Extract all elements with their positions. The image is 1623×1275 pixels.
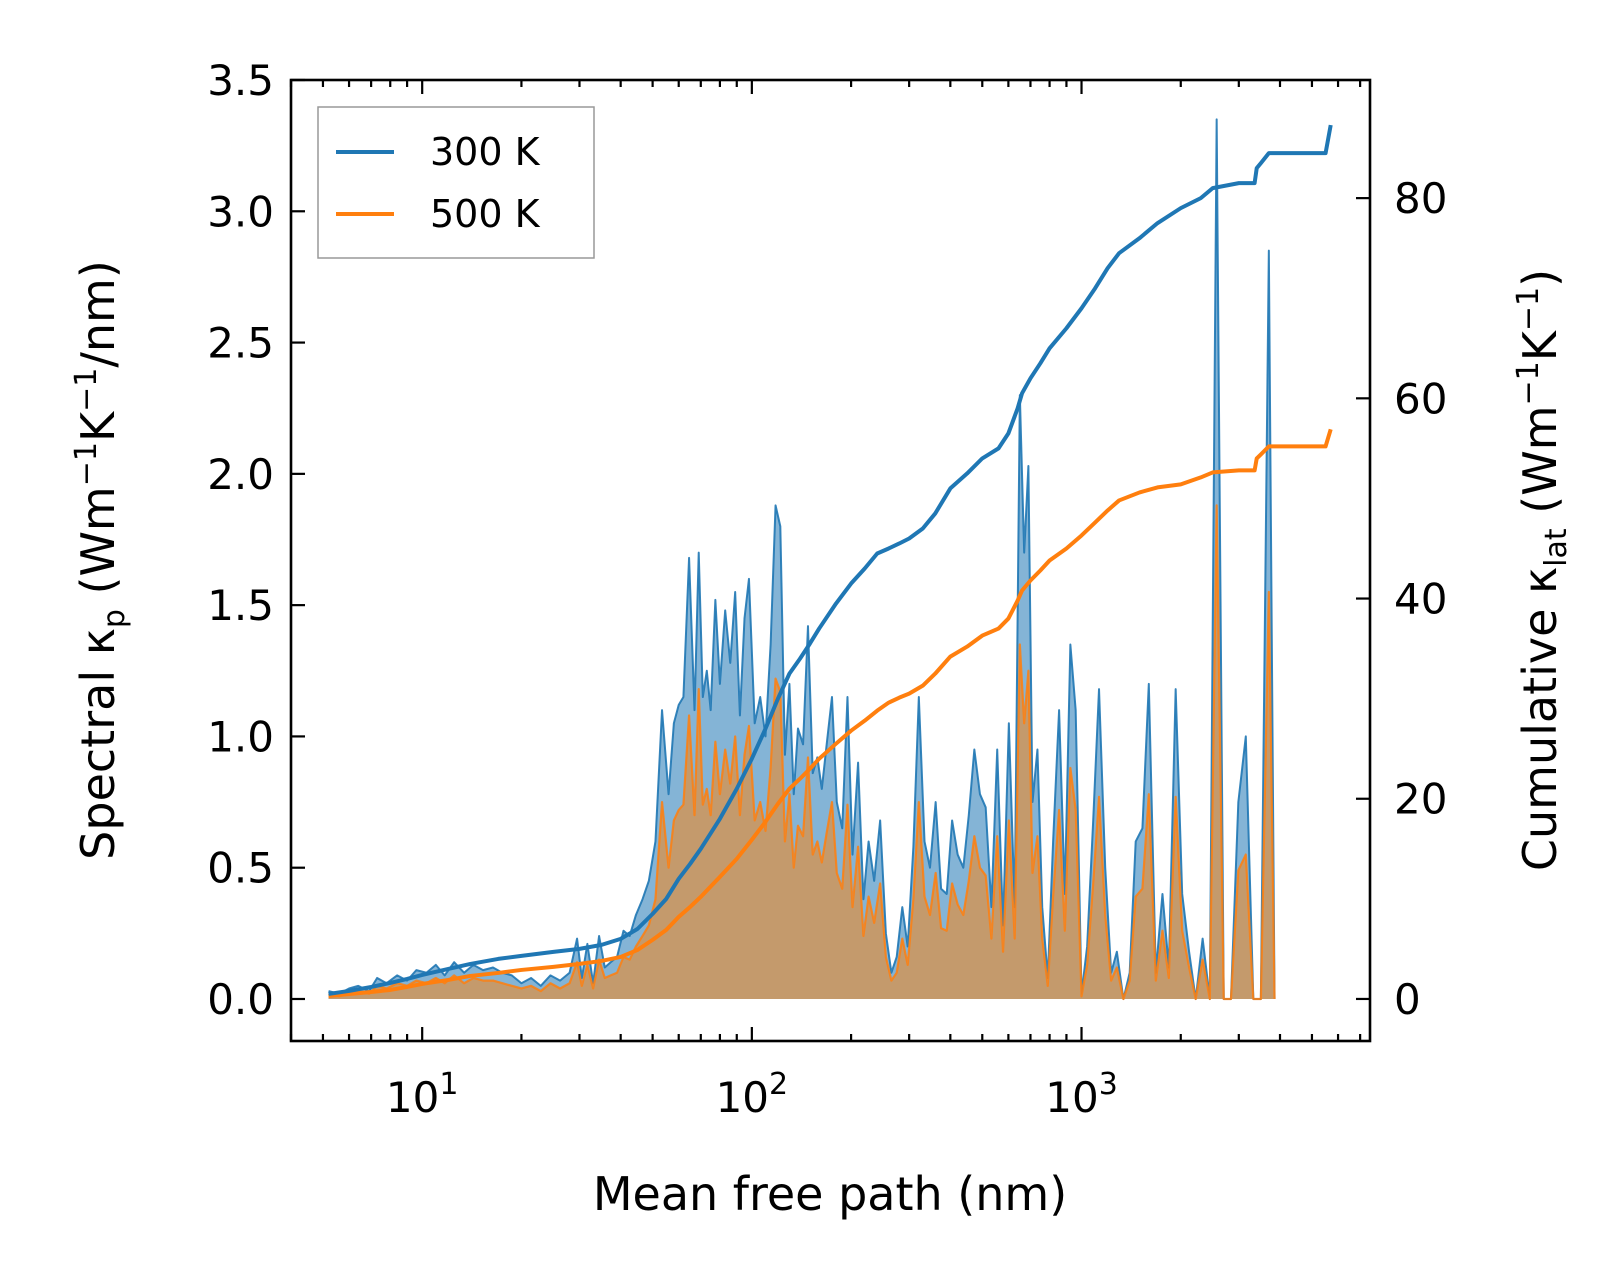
left-y-tick-label: 3.5 [207, 56, 274, 105]
right-y-tick-label: 80 [1394, 174, 1447, 223]
x-axis-ticks: 101 102 103 [289, 80, 1362, 1122]
left-y-tick-label: 2.5 [207, 319, 274, 368]
right-y-tick-label: 40 [1394, 575, 1447, 624]
left-y-axis-label: Spectral κp (Wm−1K−1/nm) [69, 260, 132, 860]
left-y-tick-label: 1.0 [207, 712, 274, 761]
x-tick-label: 103 [1045, 1067, 1118, 1122]
cumulative-300k-line [328, 124, 1333, 996]
right-y-axis-ticks: 0 20 40 60 80 [1356, 174, 1447, 1024]
right-y-tick-label: 20 [1394, 775, 1447, 824]
spectral-fills [328, 118, 1276, 1001]
legend-label-300k: 300 K [430, 130, 541, 174]
spectral-500k-area [328, 505, 1275, 999]
legend: 300 K 500 K [317, 106, 595, 259]
left-y-tick-label: 2.0 [207, 450, 274, 499]
spectral-500k-line [328, 504, 1276, 1001]
left-y-tick-label: 3.0 [207, 187, 274, 236]
legend-box [317, 106, 595, 259]
x-tick-label: 102 [716, 1067, 789, 1122]
cumulative-500k-line [328, 428, 1333, 998]
cumulative-lines [328, 124, 1333, 998]
legend-label-500k: 500 K [430, 192, 541, 236]
right-y-axis-label: Cumulative κlat (Wm−1K−1) [1511, 269, 1574, 871]
left-y-tick-label: 0.5 [207, 844, 274, 893]
x-tick-label: 101 [386, 1067, 459, 1122]
spectral-300k-line [328, 118, 1276, 1000]
plot-frame [289, 78, 1372, 1043]
left-y-axis-ticks: 0.0 0.5 1.0 1.5 2.0 2.5 3.0 3.5 [207, 56, 305, 1024]
left-y-tick-label: 0.0 [207, 975, 274, 1024]
right-y-tick-label: 0 [1394, 975, 1421, 1024]
left-y-tick-label: 1.5 [207, 581, 274, 630]
right-y-tick-label: 60 [1394, 374, 1447, 423]
x-axis-label: Mean free path (nm) [593, 1167, 1067, 1221]
